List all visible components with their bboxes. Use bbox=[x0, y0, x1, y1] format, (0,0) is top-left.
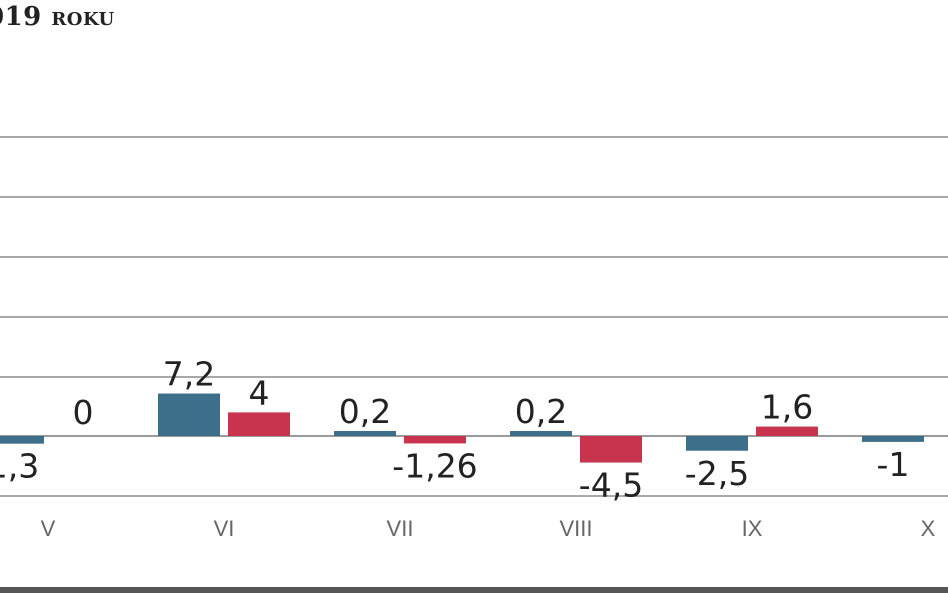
value-label: 0,2 bbox=[339, 392, 391, 431]
bottom-rule bbox=[0, 587, 948, 593]
grid-lines bbox=[0, 136, 948, 497]
bar bbox=[158, 393, 220, 436]
bar bbox=[404, 436, 466, 444]
value-label: -4,5 bbox=[579, 466, 643, 505]
category-label: IX bbox=[742, 516, 763, 541]
bar bbox=[0, 436, 44, 444]
bar bbox=[862, 436, 924, 442]
category-label: VI bbox=[214, 516, 235, 541]
chart-title: 019 roku bbox=[0, 2, 115, 32]
category-label: X bbox=[921, 516, 936, 541]
value-labels: 1,307,240,2-1,260,2-4,5-2,51,6-10 bbox=[0, 355, 910, 505]
bar bbox=[580, 436, 642, 463]
value-label: 1,6 bbox=[761, 388, 813, 427]
bar bbox=[334, 431, 396, 436]
value-label: 7,2 bbox=[163, 355, 215, 394]
category-label: V bbox=[41, 516, 56, 541]
value-label: -2,5 bbox=[685, 454, 749, 493]
category-label: VII bbox=[387, 516, 414, 541]
value-label: 0 bbox=[73, 393, 94, 432]
bar bbox=[756, 426, 818, 436]
bars bbox=[0, 393, 924, 463]
category-label: VIII bbox=[559, 516, 592, 541]
value-label: 0,2 bbox=[515, 392, 567, 431]
value-label: 1,3 bbox=[0, 447, 39, 486]
bar bbox=[510, 431, 572, 436]
bar bbox=[686, 436, 748, 451]
value-label: -1,26 bbox=[392, 446, 477, 485]
value-label: 4 bbox=[249, 373, 270, 412]
bar bbox=[228, 412, 290, 436]
value-label: -1 bbox=[877, 445, 910, 484]
category-labels: V VI VII VIII IX X bbox=[41, 516, 936, 541]
